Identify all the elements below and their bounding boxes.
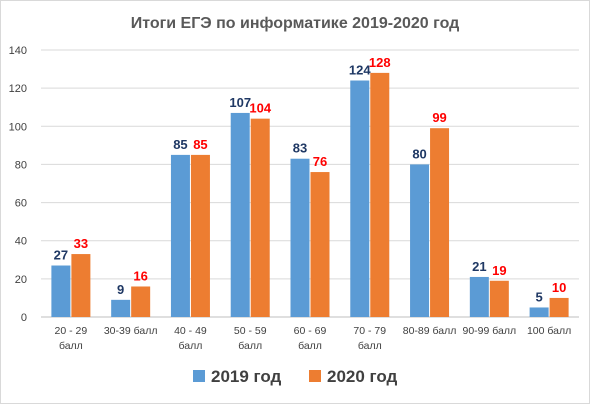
data-label: 27 (54, 248, 68, 263)
data-label: 9 (117, 282, 124, 297)
data-label: 107 (229, 95, 251, 110)
y-tick-label: 20 (15, 274, 27, 286)
bar (469, 276, 489, 317)
y-tick-label: 120 (9, 83, 27, 95)
data-label: 76 (313, 154, 327, 169)
data-label: 33 (74, 236, 88, 251)
data-label: 124 (349, 63, 371, 78)
x-axis: 20 - 29 балл 30-39 балл 40 - 49 балл 50 - 59 б… (55, 325, 572, 352)
bar (430, 128, 450, 317)
x-tick-label: 40 - 49 (174, 325, 207, 337)
x-tick-label: 20 - 29 (55, 325, 88, 337)
x-tick-label: 100 балл (527, 325, 571, 337)
data-label: 83 (293, 141, 307, 156)
data-label: 128 (369, 55, 391, 70)
bar (549, 297, 569, 317)
legend: 2019 год 2020 год (193, 367, 398, 386)
bar (131, 286, 151, 317)
bar (170, 154, 190, 317)
data-label: 10 (552, 280, 566, 295)
bar (529, 307, 549, 317)
data-label: 80 (412, 146, 426, 161)
bar (250, 118, 270, 318)
bar (410, 164, 430, 317)
data-label: 19 (492, 263, 506, 278)
bar (489, 280, 509, 317)
x-tick-label: балл (298, 340, 322, 352)
bar (71, 254, 91, 317)
x-tick-label: 50 - 59 (234, 325, 267, 337)
bar (370, 72, 390, 317)
bar (190, 154, 210, 317)
bar (290, 158, 310, 317)
y-tick-label: 140 (9, 45, 27, 57)
x-tick-label: балл (59, 340, 83, 352)
bar (111, 299, 131, 317)
y-tick-label: 0 (21, 312, 27, 324)
x-tick-label: 30-39 балл (104, 325, 158, 337)
legend-swatch (309, 370, 321, 382)
bar (230, 112, 250, 317)
chart-title: Итоги ЕГЭ по информатике 2019-2020 год (131, 15, 460, 32)
data-label: 16 (133, 268, 147, 283)
y-tick-label: 40 (15, 236, 27, 248)
legend-label: 2020 год (327, 367, 398, 386)
bar (51, 265, 71, 317)
y-axis: 0 20 40 60 80 100 120 140 (9, 45, 27, 324)
bars (51, 72, 569, 318)
data-label: 104 (249, 101, 271, 116)
legend-swatch (193, 370, 205, 382)
x-tick-label: балл (179, 340, 203, 352)
x-tick-label: балл (238, 340, 262, 352)
legend-label: 2019 год (211, 367, 282, 386)
data-label: 85 (173, 137, 187, 152)
x-tick-label: 80-89 балл (403, 325, 457, 337)
data-label: 21 (472, 259, 486, 274)
bar (350, 80, 370, 317)
y-tick-label: 60 (15, 198, 27, 210)
x-tick-label: 60 - 69 (294, 325, 327, 337)
data-label: 5 (535, 289, 542, 304)
y-tick-label: 100 (9, 121, 27, 133)
bar (310, 172, 330, 317)
data-label: 99 (432, 110, 446, 125)
x-tick-label: 70 - 79 (353, 325, 386, 337)
gridlines (41, 49, 579, 318)
data-label: 85 (193, 137, 207, 152)
x-tick-label: балл (358, 340, 382, 352)
y-tick-label: 80 (15, 159, 27, 171)
x-tick-label: 90-99 балл (463, 325, 517, 337)
